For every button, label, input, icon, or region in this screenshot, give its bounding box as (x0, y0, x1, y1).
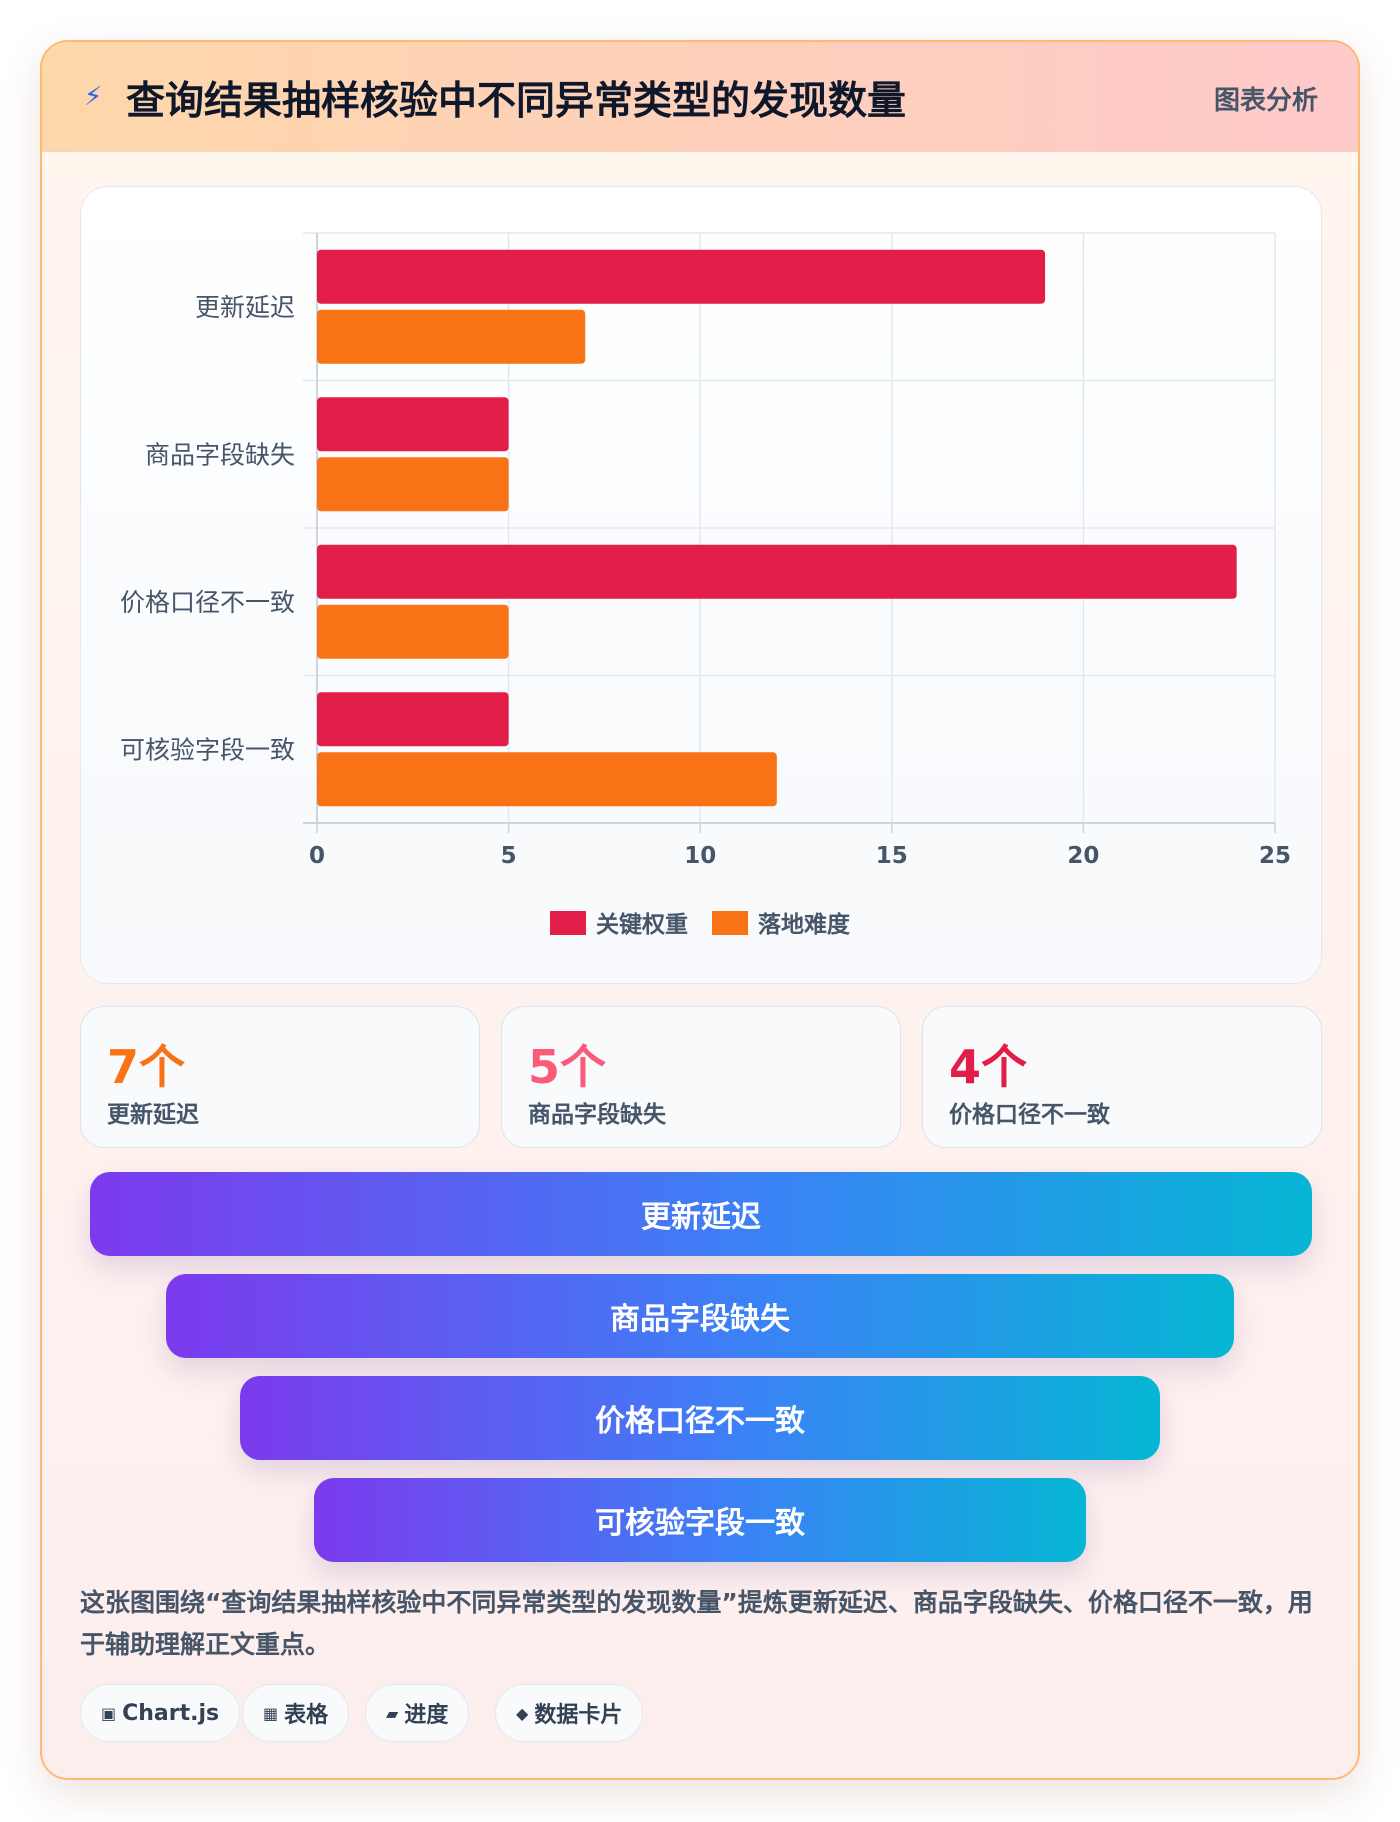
stat-value-2: 5个 (528, 1040, 607, 1094)
bar-2-1 (317, 309, 586, 364)
chip-table[interactable]: ▦ 表格 (242, 1684, 350, 1742)
bar-1-1 (317, 249, 1046, 304)
stat-label-3: 价格口径不一致 (949, 1102, 1110, 1128)
stat-label-2: 商品字段缺失 (528, 1102, 666, 1128)
chip-progress[interactable]: ▰ 进度 (365, 1684, 470, 1742)
stat-card-1: 7个 更新延迟 (80, 1006, 480, 1148)
chip-chartjs[interactable]: ▣ Chart.js (80, 1684, 241, 1742)
x-tick-label: 20 (1067, 843, 1099, 869)
bar-2-3 (317, 604, 509, 659)
y-category-label: 价格口径不一致 (120, 588, 295, 617)
chart-card: ⚡ 查询结果抽样核验中不同异常类型的发现数量 图表分析 0 5 10 15 20 25 更新… (40, 40, 1360, 1780)
x-tick-label: 5 (501, 843, 517, 869)
card-header: ⚡ 查询结果抽样核验中不同异常类型的发现数量 图表分析 (42, 42, 1358, 152)
chart-analysis-tag: 图表分析 (1213, 86, 1318, 116)
bar-1-2 (317, 397, 509, 452)
chip-label: Chart.js (122, 1700, 220, 1726)
table-icon: ▦ (263, 1703, 279, 1723)
y-category-label: 更新延迟 (195, 293, 295, 322)
progress-icon: ▰ (386, 1703, 399, 1723)
x-tick-label: 25 (1259, 843, 1291, 869)
funnel-level-2: 商品字段缺失 (166, 1274, 1234, 1358)
lightning-icon: ⚡ (84, 82, 103, 112)
stat-value-3: 4个 (949, 1040, 1028, 1094)
y-category-label: 商品字段缺失 (145, 440, 295, 469)
bar-1-3 (317, 544, 1237, 599)
stat-card-3: 4个 价格口径不一致 (922, 1006, 1322, 1148)
funnel-level-3: 价格口径不一致 (240, 1376, 1160, 1460)
bar-2-4 (317, 752, 777, 807)
legend-swatch-1 (550, 911, 586, 935)
chart-icon: ▣ (101, 1703, 117, 1723)
chip-label: 表格 (284, 1703, 329, 1728)
chart-title: 查询结果抽样核验中不同异常类型的发现数量 (126, 79, 907, 124)
bar-2-2 (317, 457, 509, 512)
legend-label-1: 关键权重 (596, 911, 688, 938)
funnel-level-4: 可核验字段一致 (314, 1478, 1086, 1562)
chip-label: 数据卡片 (534, 1703, 623, 1728)
bar-1-4 (317, 692, 509, 747)
stat-label-1: 更新延迟 (107, 1102, 199, 1128)
x-tick-label: 10 (684, 843, 716, 869)
chip-label: 进度 (404, 1703, 449, 1728)
legend-swatch-2 (712, 911, 748, 935)
bar-chart-panel: 0 5 10 15 20 25 更新延迟商品字段缺失价格口径不一致 可核验字段一致关键权重 落地… (80, 186, 1322, 984)
stat-card-2: 5个 商品字段缺失 (501, 1006, 901, 1148)
diamond-icon: ◆ (516, 1703, 529, 1723)
funnel-level-1: 更新延迟 (90, 1172, 1312, 1256)
stat-value-1: 7个 (107, 1040, 186, 1094)
y-category-label: 可核验字段一致 (120, 735, 295, 764)
x-tick-label: 15 (876, 843, 908, 869)
legend-label-2: 落地难度 (758, 911, 851, 938)
chart-description: 这张图围绕“查询结果抽样核验中不同异常类型的发现数量”提炼更新延迟、商品字段缺失… (80, 1588, 1313, 1659)
chip-data-card[interactable]: ◆ 数据卡片 (495, 1684, 644, 1742)
x-tick-label: 0 (309, 843, 325, 869)
